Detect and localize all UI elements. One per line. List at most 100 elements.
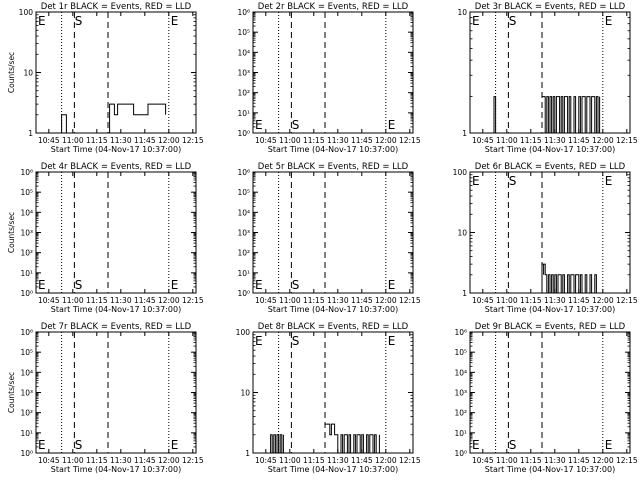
x-tick-label: 12:00 — [592, 296, 614, 305]
x-tick-label: 11:30 — [110, 296, 132, 305]
y-tick-label: 10² — [20, 249, 33, 258]
y-tick-label: 10 — [240, 389, 250, 398]
x-tick-label: 11:30 — [110, 136, 132, 145]
chart-title: Det 1r BLACK = Events, RED = LLD — [41, 2, 192, 12]
marker-e: E — [171, 278, 179, 292]
marker-e: E — [38, 438, 46, 452]
x-tick-label: 11:15 — [303, 136, 325, 145]
x-axis-label: Start Time (04-Nov-17 10:37:00) — [485, 305, 615, 314]
x-tick-label: 10:45 — [38, 136, 60, 145]
chart-title: Det 5r BLACK = Events, RED = LLD — [258, 162, 409, 172]
y-tick-label: 10³ — [20, 229, 33, 238]
marker-e: E — [472, 14, 480, 28]
x-tick-label: 11:00 — [279, 136, 301, 145]
marker-e: E — [38, 278, 46, 292]
x-tick-label: 12:00 — [375, 296, 397, 305]
x-axis-label: Start Time (04-Nov-17 10:37:00) — [51, 465, 181, 474]
events-series-1 — [61, 114, 70, 134]
y-tick-label: 10⁰ — [20, 449, 33, 458]
x-tick-label: 11:45 — [351, 136, 373, 145]
y-tick-label: 10⁵ — [20, 348, 33, 357]
x-tick-label: 10:45 — [472, 136, 494, 145]
marker-e: E — [472, 174, 480, 188]
x-axis-label: Start Time (04-Nov-17 10:37:00) — [51, 145, 181, 154]
y-tick-label: 10⁰ — [454, 449, 467, 458]
y-tick-label: 10³ — [237, 229, 250, 238]
chart-title: Det 3r BLACK = Events, RED = LLD — [475, 2, 626, 12]
marker-e: E — [388, 334, 396, 348]
x-tick-label: 11:30 — [544, 296, 566, 305]
x-tick-label: 12:00 — [158, 456, 180, 465]
plot-frame — [469, 331, 631, 454]
chart-title: Det 6r BLACK = Events, RED = LLD — [475, 162, 626, 172]
x-tick-label: 10:45 — [255, 456, 277, 465]
plot-frame — [35, 331, 197, 454]
marker-e: E — [255, 278, 263, 292]
marker-s: S — [509, 174, 517, 188]
y-tick-label: 10⁵ — [20, 188, 33, 197]
x-tick-label: 12:15 — [616, 296, 638, 305]
marker-e: E — [255, 118, 263, 132]
x-tick-label: 11:00 — [496, 456, 518, 465]
y-tick-label: 100 — [19, 8, 34, 17]
marker-e: E — [38, 14, 46, 28]
x-tick-label: 11:15 — [520, 456, 542, 465]
y-tick-label: 10¹ — [454, 429, 467, 438]
x-tick-label: 11:00 — [62, 296, 84, 305]
x-tick-label: 12:15 — [399, 136, 421, 145]
events-series-1 — [269, 434, 284, 454]
y-tick-label: 100 — [236, 328, 251, 337]
x-axis-label: Start Time (04-Nov-17 10:37:00) — [268, 465, 398, 474]
marker-e: E — [605, 174, 613, 188]
x-tick-label: 11:00 — [496, 296, 518, 305]
events-series-1 — [541, 263, 597, 294]
y-axis-label: Counts/sec — [7, 372, 16, 413]
y-tick-label: 10¹ — [20, 429, 33, 438]
x-tick-label: 10:45 — [38, 456, 60, 465]
events-series-2 — [325, 423, 380, 454]
x-tick-label: 11:00 — [62, 456, 84, 465]
y-tick-label: 10³ — [20, 389, 33, 398]
y-tick-label: 10⁶ — [20, 168, 33, 177]
x-tick-label: 11:45 — [568, 296, 590, 305]
y-tick-label: 10² — [20, 409, 33, 418]
x-tick-label: 11:15 — [86, 296, 108, 305]
y-tick-label: 10⁴ — [20, 368, 33, 377]
y-tick-label: 10³ — [454, 389, 467, 398]
x-tick-label: 11:45 — [351, 456, 373, 465]
x-tick-label: 11:00 — [496, 136, 518, 145]
x-tick-label: 12:00 — [592, 136, 614, 145]
x-tick-label: 11:15 — [303, 296, 325, 305]
y-tick-label: 1 — [462, 289, 467, 298]
chart-title: Det 9r BLACK = Events, RED = LLD — [475, 322, 626, 332]
chart-title: Det 4r BLACK = Events, RED = LLD — [41, 162, 192, 172]
y-tick-label: 10⁶ — [20, 328, 33, 337]
marker-e: E — [605, 438, 613, 452]
marker-e: E — [171, 14, 179, 28]
y-tick-label: 10¹ — [20, 269, 33, 278]
x-tick-label: 11:45 — [134, 456, 156, 465]
y-tick-label: 10⁵ — [454, 348, 467, 357]
y-tick-label: 1 — [28, 129, 33, 138]
x-tick-label: 12:15 — [616, 456, 638, 465]
y-tick-label: 100 — [453, 168, 468, 177]
marker-e: E — [388, 278, 396, 292]
chart-panel-3: Det 3r BLACK = Events, RED = LLD 10:45 11:… — [457, 2, 637, 154]
chart-title: Det 8r BLACK = Events, RED = LLD — [258, 322, 409, 332]
y-tick-label: 10⁴ — [237, 208, 250, 217]
y-tick-label: 10⁰ — [20, 289, 33, 298]
x-axis-label: Start Time (04-Nov-17 10:37:00) — [485, 145, 615, 154]
x-tick-label: 10:45 — [472, 456, 494, 465]
y-tick-label: 10⁶ — [237, 168, 250, 177]
x-tick-label: 11:00 — [279, 456, 301, 465]
x-tick-label: 11:30 — [544, 456, 566, 465]
events-series-2 — [108, 103, 167, 134]
x-axis-label: Start Time (04-Nov-17 10:37:00) — [268, 145, 398, 154]
x-tick-label: 11:30 — [327, 456, 349, 465]
x-tick-label: 12:00 — [158, 136, 180, 145]
